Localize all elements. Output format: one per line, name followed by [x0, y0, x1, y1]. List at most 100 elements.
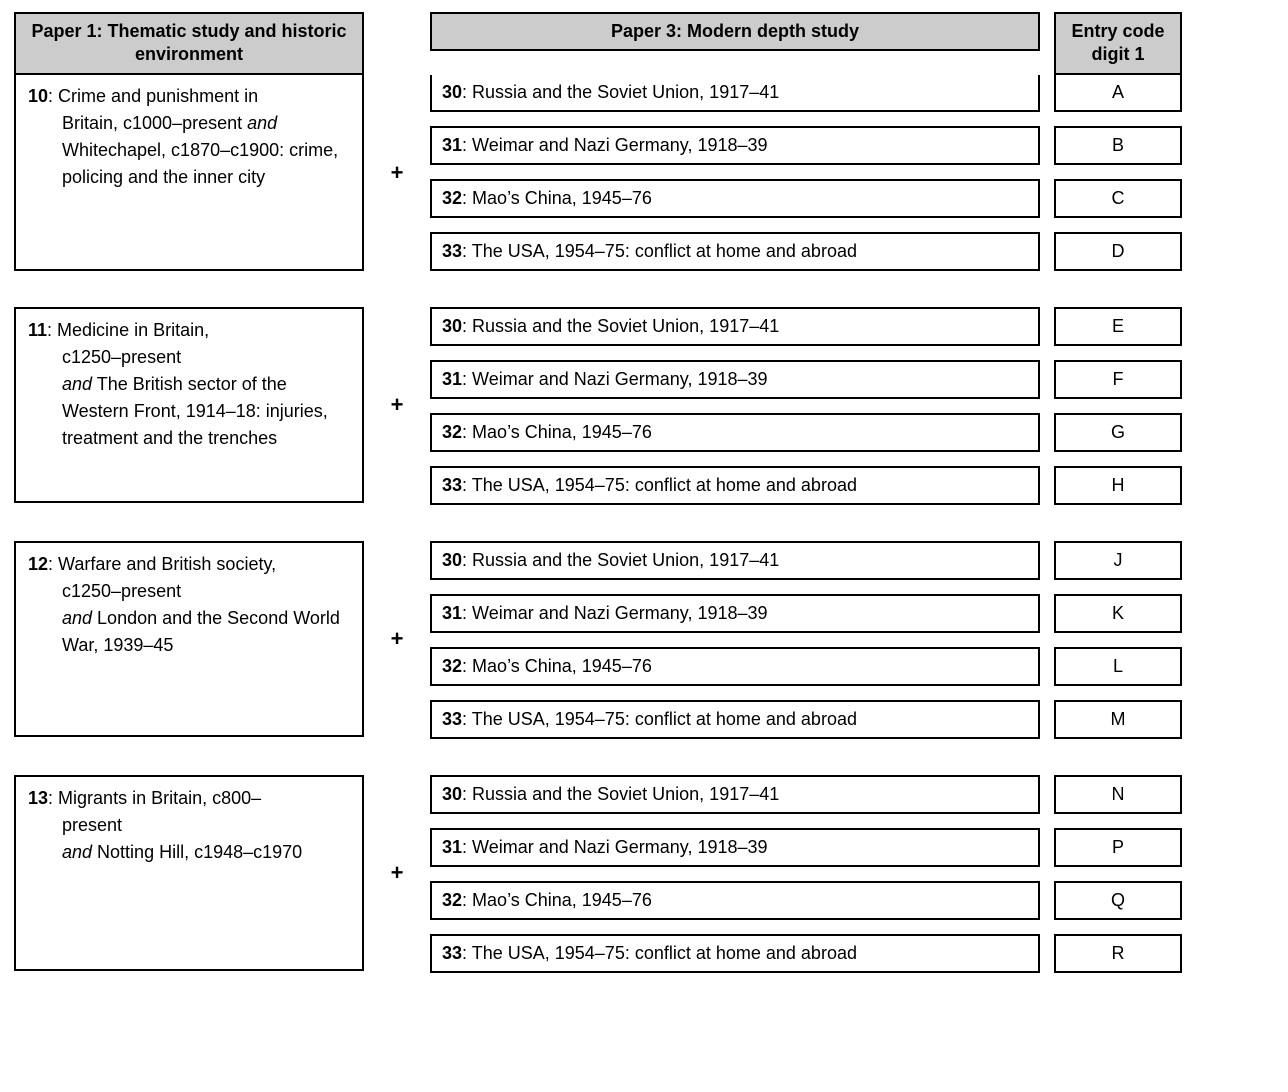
entry-code-cell: G	[1054, 413, 1182, 452]
header-paper3: Paper 3: Modern depth study	[430, 12, 1040, 51]
plus-symbol: +	[378, 541, 416, 737]
entry-code-stack: EFGH	[1054, 307, 1182, 505]
paper1-lead: Warfare and British society,	[58, 554, 276, 574]
paper3-title: Mao’s China, 1945–76	[472, 188, 652, 208]
plus-symbol: +	[378, 75, 416, 271]
paper3-code: 30	[442, 550, 462, 570]
paper3-options-stack: 30: Russia and the Soviet Union, 1917–41…	[430, 307, 1040, 505]
paper1-pre-and: present	[62, 815, 122, 835]
paper3-option: 30: Russia and the Soviet Union, 1917–41	[430, 307, 1040, 346]
paper1-line1: 11: Medicine in Britain,	[28, 317, 352, 344]
paper3-code: 32	[442, 422, 462, 442]
paper3-option: 31: Weimar and Nazi Germany, 1918–39	[430, 594, 1040, 633]
paper3-option: 33: The USA, 1954–75: conflict at home a…	[430, 466, 1040, 505]
paper3-options-stack: 30: Russia and the Soviet Union, 1917–41…	[430, 75, 1040, 271]
paper3-options-stack: 30: Russia and the Soviet Union, 1917–41…	[430, 541, 1040, 739]
group-spacer	[378, 271, 416, 307]
paper1-code: 13	[28, 788, 48, 808]
paper3-title: Mao’s China, 1945–76	[472, 656, 652, 676]
paper3-code: 31	[442, 837, 462, 857]
paper1-code: 11	[28, 320, 47, 340]
paper3-code: 30	[442, 784, 462, 804]
paper3-title: The USA, 1954–75: conflict at home and a…	[472, 241, 857, 261]
plus-symbol: +	[378, 775, 416, 971]
header-paper1: Paper 1: Thematic study and historic env…	[14, 12, 364, 75]
paper1-rest: c1250–presentand The British sector of t…	[28, 344, 352, 452]
header-entry-code-text: Entry code digit 1	[1064, 20, 1172, 67]
paper3-option: 30: Russia and the Soviet Union, 1917–41	[430, 775, 1040, 814]
paper3-title: Russia and the Soviet Union, 1917–41	[472, 82, 779, 102]
plus-symbol: +	[378, 307, 416, 503]
paper3-option: 33: The USA, 1954–75: conflict at home a…	[430, 232, 1040, 271]
paper3-title: Weimar and Nazi Germany, 1918–39	[472, 135, 767, 155]
paper3-title: Mao’s China, 1945–76	[472, 422, 652, 442]
entry-code-cell: H	[1054, 466, 1182, 505]
paper3-option: 32: Mao’s China, 1945–76	[430, 413, 1040, 452]
paper1-lead: Medicine in Britain,	[57, 320, 209, 340]
entry-code-cell: P	[1054, 828, 1182, 867]
paper3-title: Russia and the Soviet Union, 1917–41	[472, 784, 779, 804]
paper3-code: 32	[442, 656, 462, 676]
paper1-rest: c1250–presentand London and the Second W…	[28, 578, 352, 659]
paper3-code: 31	[442, 135, 462, 155]
paper3-option: 30: Russia and the Soviet Union, 1917–41	[430, 75, 1040, 112]
paper3-option: 31: Weimar and Nazi Germany, 1918–39	[430, 126, 1040, 165]
paper1-option: 12: Warfare and British society,c1250–pr…	[14, 541, 364, 737]
entry-code-cell: B	[1054, 126, 1182, 165]
paper3-option: 31: Weimar and Nazi Germany, 1918–39	[430, 360, 1040, 399]
paper1-post-and: London and the Second World War, 1939–45	[62, 608, 340, 655]
paper3-option: 30: Russia and the Soviet Union, 1917–41	[430, 541, 1040, 580]
group-spacer	[378, 505, 416, 541]
paper1-post-and: Notting Hill, c1948–c1970	[92, 842, 302, 862]
paper3-title: The USA, 1954–75: conflict at home and a…	[472, 943, 857, 963]
paper3-option: 32: Mao’s China, 1945–76	[430, 881, 1040, 920]
paper1-rest: Britain, c1000–present and Whitechapel, …	[28, 110, 352, 191]
paper3-code: 31	[442, 369, 462, 389]
header-entry-code: Entry code digit 1	[1054, 12, 1182, 75]
paper1-pre-and: c1250–present	[62, 347, 181, 367]
paper3-code: 33	[442, 241, 462, 261]
header-paper1-text: Paper 1: Thematic study and historic env…	[24, 20, 354, 67]
paper3-options-stack: 30: Russia and the Soviet Union, 1917–41…	[430, 775, 1040, 973]
paper1-line1: 12: Warfare and British society,	[28, 551, 352, 578]
group-spacer	[378, 739, 416, 775]
paper3-code: 31	[442, 603, 462, 623]
group-spacer	[1054, 505, 1182, 541]
entry-code-cell: Q	[1054, 881, 1182, 920]
paper3-title: The USA, 1954–75: conflict at home and a…	[472, 475, 857, 495]
paper1-rest: presentand Notting Hill, c1948–c1970	[28, 812, 352, 866]
group-spacer	[430, 739, 1040, 775]
paper1-code: 10	[28, 86, 48, 106]
paper3-code: 33	[442, 709, 462, 729]
group-spacer	[14, 739, 364, 775]
paper1-code: 12	[28, 554, 48, 574]
entry-code-stack: NPQR	[1054, 775, 1182, 973]
paper3-title: Weimar and Nazi Germany, 1918–39	[472, 837, 767, 857]
entry-code-cell: L	[1054, 647, 1182, 686]
entry-code-stack: JKLM	[1054, 541, 1182, 739]
paper1-post-and: Whitechapel, c1870–c1900: crime, policin…	[62, 140, 338, 187]
paper3-title: The USA, 1954–75: conflict at home and a…	[472, 709, 857, 729]
entry-code-cell: E	[1054, 307, 1182, 346]
entry-code-cell: D	[1054, 232, 1182, 271]
entry-code-cell: F	[1054, 360, 1182, 399]
paper1-option: 13: Migrants in Britain, c800–presentand…	[14, 775, 364, 971]
paper1-pre-and: c1250–present	[62, 581, 181, 601]
paper3-title: Russia and the Soviet Union, 1917–41	[472, 316, 779, 336]
paper1-line1: 10: Crime and punishment in	[28, 83, 352, 110]
entry-code-cell: M	[1054, 700, 1182, 739]
entry-code-cell: R	[1054, 934, 1182, 973]
group-spacer	[1054, 271, 1182, 307]
entry-code-cell: K	[1054, 594, 1182, 633]
paper3-code: 33	[442, 943, 462, 963]
entry-code-cell: A	[1054, 75, 1182, 112]
group-spacer	[14, 505, 364, 541]
paper1-lead: Migrants in Britain, c800–	[58, 788, 261, 808]
paper3-option: 32: Mao’s China, 1945–76	[430, 647, 1040, 686]
paper3-code: 30	[442, 316, 462, 336]
paper1-line1: 13: Migrants in Britain, c800–	[28, 785, 352, 812]
paper3-option: 33: The USA, 1954–75: conflict at home a…	[430, 934, 1040, 973]
paper3-option: 32: Mao’s China, 1945–76	[430, 179, 1040, 218]
entry-code-stack: ABCD	[1054, 75, 1182, 271]
group-spacer	[430, 271, 1040, 307]
